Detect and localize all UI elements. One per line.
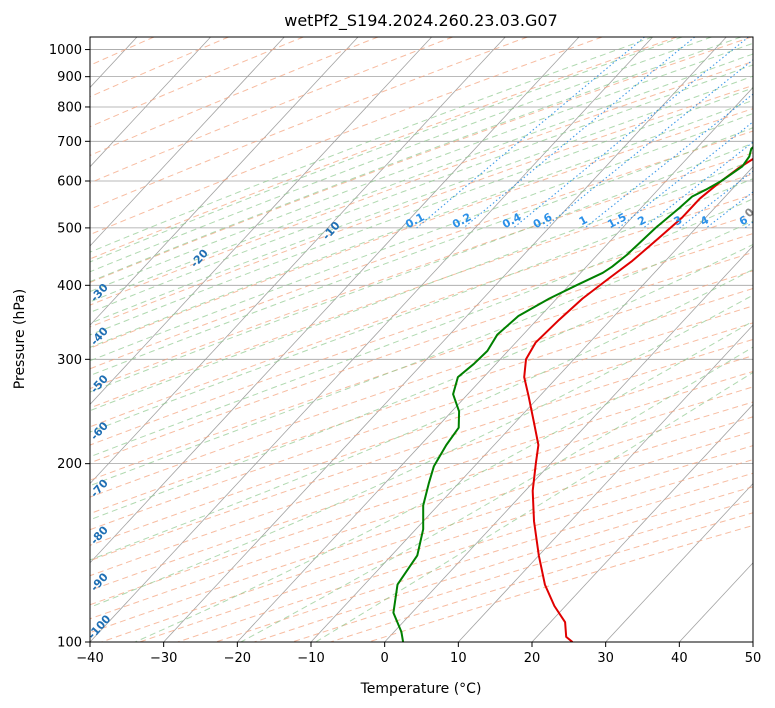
dry-adiabat-line <box>90 193 753 428</box>
moist-adiabat-line <box>90 37 683 263</box>
dewpoint-profile-line <box>392 145 753 642</box>
mixing-ratio-line <box>463 37 696 229</box>
isotherm-line <box>90 37 285 247</box>
moist-adiabat-line <box>90 198 753 458</box>
isotherm-line <box>458 324 753 642</box>
x-tick-label: 40 <box>671 651 688 666</box>
isotherm-line <box>310 166 753 642</box>
dry-adiabat-line <box>90 130 753 370</box>
y-tick-label: 700 <box>57 135 82 150</box>
dry-adiabat-line <box>90 233 753 464</box>
moist-adiabat-line <box>90 112 753 362</box>
moist-adiabat-line <box>90 99 753 348</box>
gridlines <box>90 37 753 642</box>
moist-adiabat-line <box>90 159 753 412</box>
plot-area: 0.10.20.40.611.52346810131620253036-100-… <box>90 37 757 642</box>
x-tick-label: 10 <box>450 651 467 666</box>
isotherm-line <box>90 37 506 485</box>
moist-adiabats <box>90 37 753 642</box>
moist-adiabat-line <box>315 371 753 642</box>
y-tick-label: 1000 <box>49 43 82 58</box>
y-tick-label: 900 <box>57 70 82 85</box>
dry-adiabat-line <box>90 37 603 236</box>
x-tick-label: −40 <box>76 651 103 666</box>
dry-adiabat-line <box>90 322 753 546</box>
dry-adiabat-line <box>90 37 528 210</box>
moist-adiabat-line <box>90 127 753 377</box>
moist-adiabat-line <box>90 37 653 253</box>
moist-adiabat-line <box>90 53 753 303</box>
y-tick-label: 200 <box>57 457 82 472</box>
dry-adiabat-line <box>90 37 379 157</box>
moist-adiabat-label: 0 <box>742 205 757 220</box>
moist-adiabat-line <box>90 37 742 283</box>
x-axis-label: Temperature (°C) <box>360 681 482 697</box>
mixing-ratio-lines <box>416 37 753 229</box>
temperature-profile-line <box>523 157 753 642</box>
moist-adiabat-line <box>134 320 753 642</box>
isotherm-line <box>531 403 753 642</box>
dry-adiabat-line <box>90 108 753 349</box>
y-tick-label: 400 <box>57 279 82 294</box>
dry-adiabat-line <box>90 386 753 606</box>
x-tick-label: 50 <box>745 651 762 666</box>
mixing-ratio-line <box>513 37 749 229</box>
chart-title: wetPf2_S194.2024.260.23.03.G07 <box>284 11 558 31</box>
dry-adiabat-line <box>90 84 753 328</box>
x-tick-label: −20 <box>224 651 251 666</box>
y-axis-label: Pressure (hPa) <box>12 289 28 389</box>
isotherm-line <box>237 86 753 642</box>
mixing-ratio-line <box>543 59 753 229</box>
x-tick-label: 0 <box>381 651 389 666</box>
axes: −40 −30 −20 −10 0 10 20 30 40 5010009008007006005… <box>49 43 761 666</box>
sounding-series <box>392 145 753 642</box>
y-tick-label: 800 <box>57 100 82 115</box>
moist-adiabat-line <box>90 42 753 293</box>
dry-adiabat-line <box>90 338 753 562</box>
moist-adiabat-line <box>90 142 753 393</box>
moist-adiabat-line <box>90 37 712 273</box>
dry-adiabat-line <box>90 60 753 306</box>
isotherm-line <box>163 37 727 642</box>
mixing-ratio-line <box>416 37 645 229</box>
x-tick-label: −30 <box>150 651 177 666</box>
isotherm-line <box>90 37 432 405</box>
y-tick-label: 100 <box>57 636 82 651</box>
moist-adiabat-line <box>90 64 753 313</box>
y-tick-label: 600 <box>57 174 82 189</box>
moist-adiabat-line <box>90 75 753 324</box>
y-tick-label: 500 <box>57 221 82 236</box>
moist-adiabat-line <box>240 346 753 642</box>
plot-frame <box>89 36 754 643</box>
isotherm-line <box>90 37 653 642</box>
x-tick-label: 20 <box>524 651 541 666</box>
mixing-ratio-line <box>643 141 753 229</box>
x-tick-label: 30 <box>597 651 614 666</box>
isotherm-line <box>90 37 211 168</box>
dry-adiabat-line <box>90 37 677 260</box>
x-tick-label: −10 <box>297 651 324 666</box>
dry-adiabat-line <box>90 173 753 409</box>
isotherm-line <box>90 37 580 564</box>
moist-adiabat-line <box>90 268 753 561</box>
y-tick-label: 300 <box>57 353 82 368</box>
isotherm-line <box>384 245 753 642</box>
dry-adiabat-line <box>90 152 753 390</box>
dry-adiabat-line <box>90 287 753 515</box>
